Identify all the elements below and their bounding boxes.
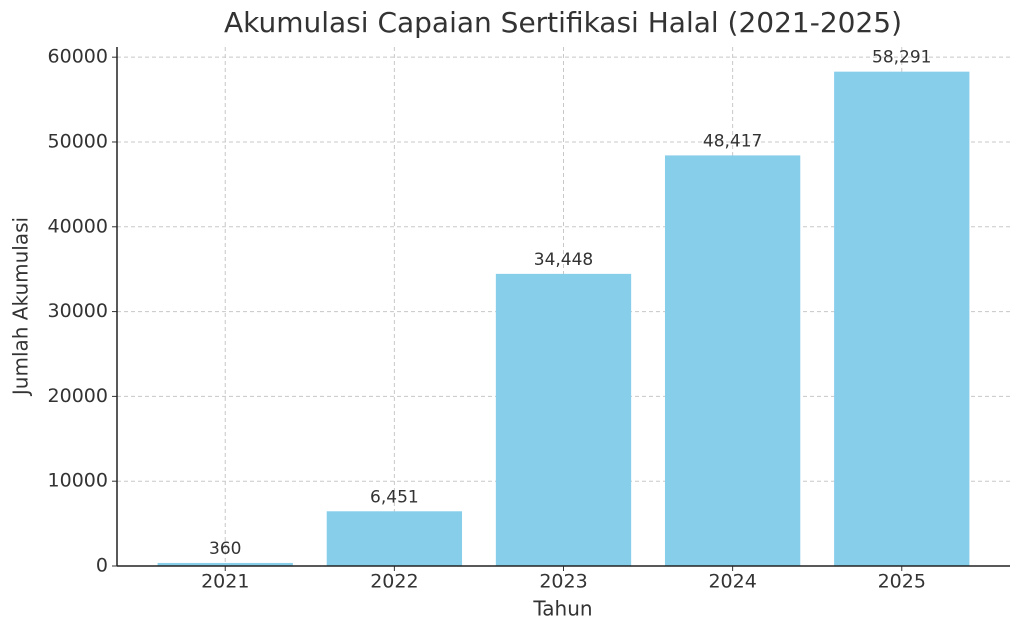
value-label: 48,417 (703, 131, 762, 151)
bar (664, 155, 801, 566)
value-label: 58,291 (872, 48, 931, 68)
x-tick-label: 2023 (539, 571, 587, 593)
y-axis-label: Jumlah Akumulasi (9, 217, 33, 397)
value-label: 34,448 (534, 250, 593, 270)
x-tick-label: 2022 (370, 571, 418, 593)
value-label: 360 (209, 539, 241, 559)
y-tick-label: 20000 (48, 385, 108, 407)
y-tick-label: 60000 (48, 46, 108, 68)
bar (495, 273, 632, 566)
y-tick-label: 40000 (48, 215, 108, 237)
chart-title: Akumulasi Capaian Sertifikasi Halal (202… (224, 6, 902, 39)
value-label: 6,451 (370, 487, 419, 507)
y-tick-label: 10000 (48, 470, 108, 492)
bar (157, 562, 293, 566)
bar (326, 511, 463, 566)
y-tick-label: 30000 (48, 300, 108, 322)
y-tick-label: 50000 (48, 130, 108, 152)
x-tick-label: 2024 (708, 571, 756, 593)
x-tick-label: 2021 (201, 571, 249, 593)
x-tick-label: 2025 (878, 571, 926, 593)
y-tick-label: 0 (96, 555, 108, 577)
x-axis-label: Tahun (532, 597, 592, 621)
bar (834, 71, 970, 566)
